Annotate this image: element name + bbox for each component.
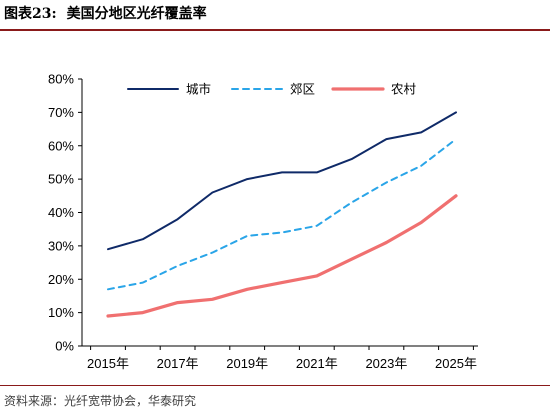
source-note: 资料来源：光纤宽带协会，华泰研究 bbox=[4, 394, 197, 408]
y-tick-label: 0% bbox=[55, 339, 74, 354]
y-tick-label: 60% bbox=[48, 138, 74, 153]
y-tick-label: 10% bbox=[48, 305, 74, 320]
legend-label: 城市 bbox=[186, 82, 211, 97]
tick-labels: 0% 10% 20% 30% 40% 50% 60% 70% 80% 2015年 2017年 2019… bbox=[48, 72, 477, 372]
y-tick-label: 70% bbox=[48, 105, 74, 120]
x-tick-label: 2019年 bbox=[226, 356, 268, 371]
series-lines bbox=[106, 111, 458, 318]
axes bbox=[78, 78, 478, 350]
y-tick-label: 30% bbox=[48, 238, 74, 253]
x-tick-label: 2015年 bbox=[87, 356, 129, 371]
figure-title: 图表23: 美国分地区光纤覆盖率 bbox=[4, 3, 207, 23]
y-tick-label: 80% bbox=[48, 72, 74, 87]
series-line-1 bbox=[107, 111, 457, 251]
series-line-3 bbox=[106, 194, 458, 318]
series-line-2 bbox=[107, 138, 457, 291]
figure-number: 图表23: bbox=[4, 6, 57, 22]
bottom-divider bbox=[0, 385, 550, 386]
x-tick-label: 2023年 bbox=[365, 356, 407, 371]
line-chart: 0% 10% 20% 30% 40% 50% 60% 70% 80% 2015年 2017年 2019… bbox=[48, 72, 478, 372]
y-tick-label: 40% bbox=[48, 205, 74, 220]
x-tick-label: 2021年 bbox=[296, 356, 338, 371]
x-tick-label: 2025年 bbox=[435, 356, 477, 371]
chart-title: 美国分地区光纤覆盖率 bbox=[66, 6, 207, 22]
legend-label: 郊区 bbox=[290, 82, 315, 97]
y-tick-label: 50% bbox=[48, 172, 74, 187]
y-tick-label: 20% bbox=[48, 272, 74, 287]
top-divider bbox=[0, 29, 550, 31]
legend-label: 农村 bbox=[391, 82, 417, 97]
legend: 城市 郊区 农村 bbox=[127, 82, 417, 97]
x-tick-label: 2017年 bbox=[157, 356, 199, 371]
